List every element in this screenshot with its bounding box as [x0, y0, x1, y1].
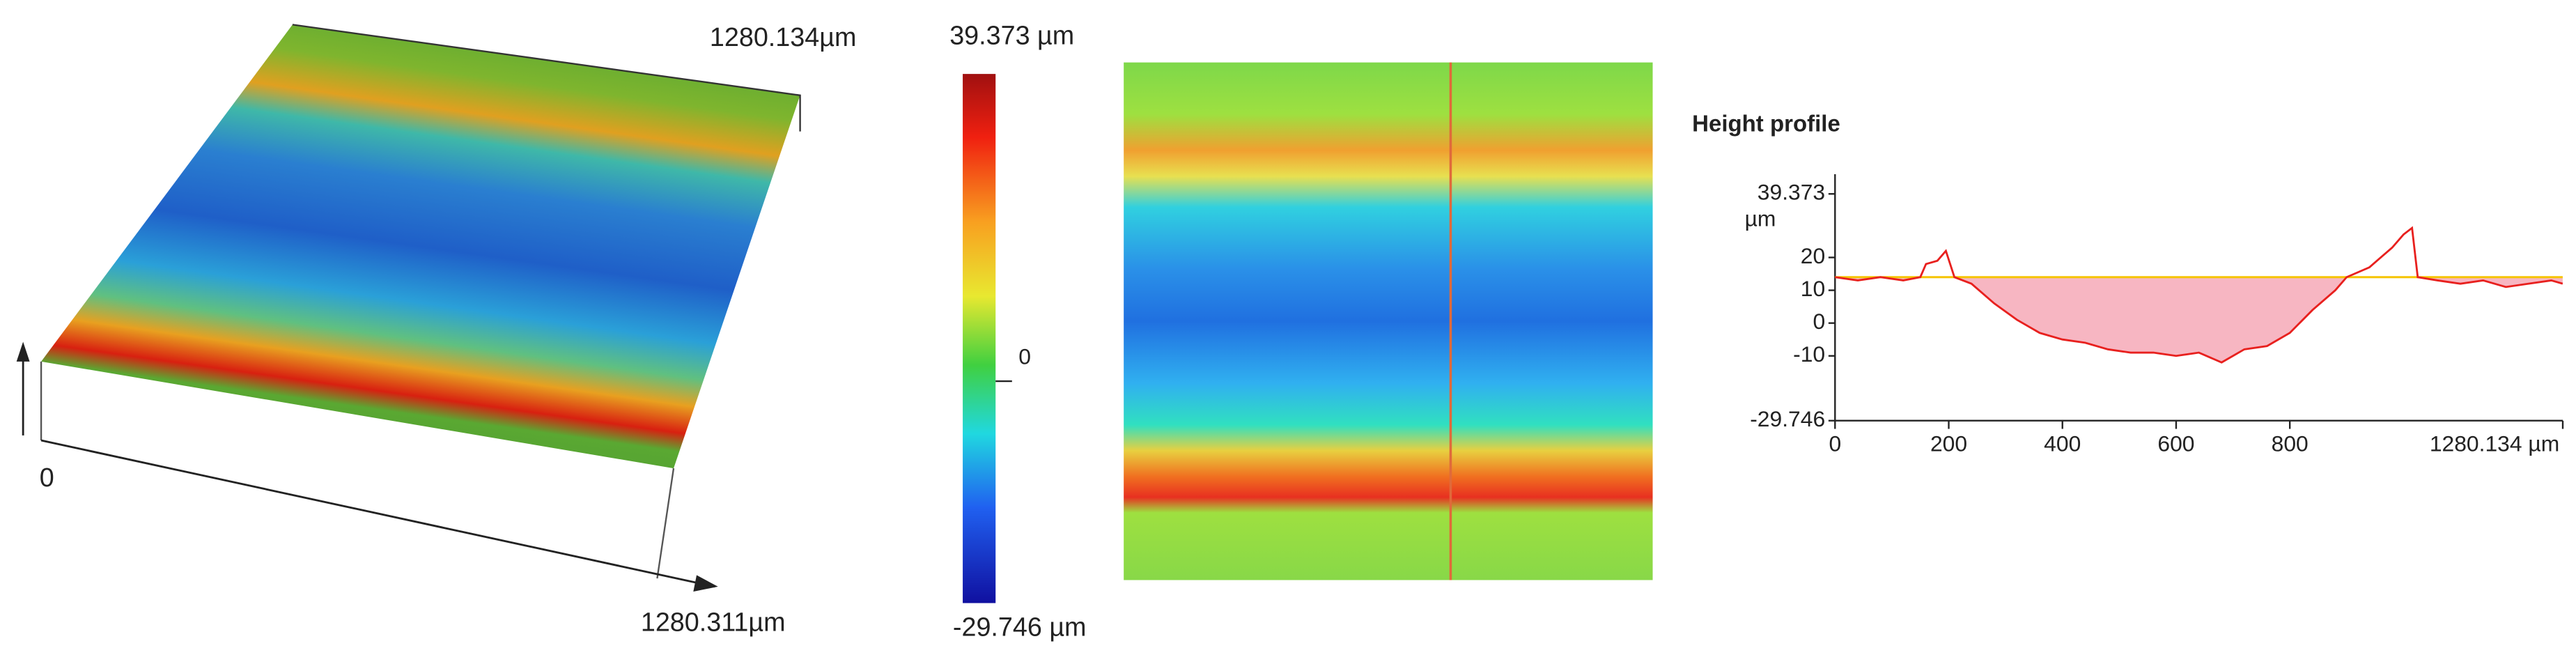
- height-map: [1124, 62, 1653, 580]
- colorbar-min: -29.746 µm: [953, 612, 1087, 642]
- origin: 0: [40, 463, 54, 492]
- y-tick-label: 10: [1801, 276, 1825, 301]
- surface: [41, 24, 800, 469]
- x-tick-label: 200: [1930, 431, 1967, 456]
- x-axis: [40, 439, 715, 588]
- y-tick-label: 0: [1813, 309, 1825, 334]
- colorbar-max: 39.373 µm: [949, 21, 1074, 50]
- fill-area: [1835, 277, 2563, 363]
- arrow: [693, 575, 718, 592]
- x-tick-label: 400: [2044, 431, 2081, 456]
- colorbar: 39.373 µm -29.746 µm 0: [949, 21, 1086, 642]
- chart-title: Height profile: [1692, 111, 1840, 137]
- profile-line: [1835, 226, 2563, 364]
- box-edge: [292, 24, 801, 132]
- colorbar-mid: 0: [1018, 344, 1031, 369]
- y-tick-label: 20: [1801, 243, 1825, 268]
- x-tick-label: 1280.134 µm: [2430, 431, 2559, 456]
- y-tick-label: -10: [1793, 341, 1825, 367]
- map-image: [1124, 62, 1653, 580]
- x-tick-label: 600: [2157, 431, 2194, 456]
- y-tick-label: 39.373: [1758, 180, 1825, 205]
- y-tick-label: -29.746: [1750, 406, 1825, 431]
- arrow: [16, 341, 30, 362]
- y-extent: 1280.134µm: [710, 22, 856, 52]
- box-edge: [656, 468, 675, 579]
- surface-3d: 1280.134µm 1280.311µm 0: [16, 22, 856, 637]
- height-profile: Height profile µm 39.37320100-10-29.7460…: [1692, 111, 2564, 456]
- x-tick-label: 800: [2272, 431, 2309, 456]
- x-tick-label: 0: [1829, 431, 1841, 456]
- x-extent: 1280.311µm: [641, 608, 786, 637]
- colorbar-gradient: [963, 74, 996, 603]
- y-unit: µm: [1745, 206, 1776, 231]
